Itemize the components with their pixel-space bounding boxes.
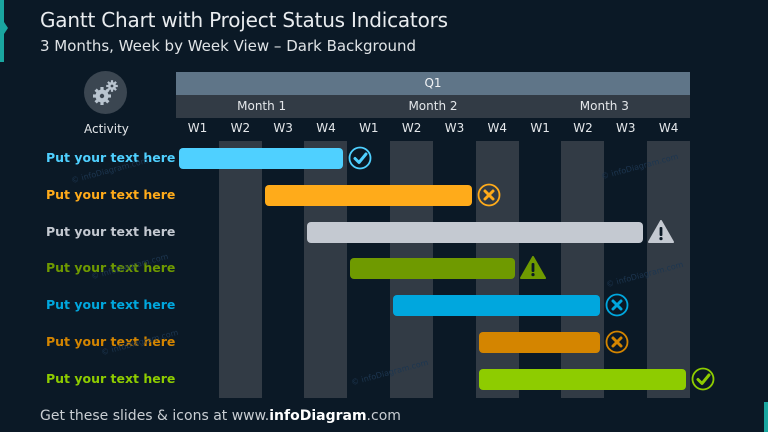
footer-credit: Get these slides & icons at www.infoDiag…: [40, 408, 401, 424]
week-stripe: [647, 141, 691, 398]
task-bar[interactable]: [307, 221, 644, 243]
accent-marker-left: [0, 0, 8, 62]
gears-icon: [84, 71, 127, 114]
task-bar[interactable]: [179, 148, 344, 169]
activity-label: Put your text here: [46, 370, 176, 386]
week-label: W1: [530, 121, 550, 135]
activity-label: Put your text here: [46, 150, 176, 165]
week-label: W3: [616, 121, 636, 135]
task-bar[interactable]: [478, 332, 601, 353]
week-label: W3: [444, 121, 465, 135]
week-label: W2: [401, 121, 422, 135]
warning-triangle-icon: [519, 256, 546, 280]
cross-circle-icon: [605, 330, 629, 354]
activity-label: Put your text here: [46, 260, 176, 276]
warning-triangle-icon: [648, 219, 675, 244]
week-label: W2: [230, 121, 251, 135]
brand-name: infoDiagram: [269, 408, 367, 424]
activity-header: Activity: [84, 122, 129, 136]
activity-label: Put your text here: [46, 223, 176, 239]
week-label: W1: [187, 121, 208, 135]
page-title: Gantt Chart with Project Status Indicato…: [40, 8, 448, 32]
month-header: Month 1 Month 2 Month 3: [176, 95, 690, 118]
cross-circle-icon: [477, 183, 501, 207]
accent-marker-right: [764, 402, 768, 432]
task-bar[interactable]: [264, 184, 472, 206]
task-bar[interactable]: [478, 368, 686, 390]
check-circle-icon: [691, 367, 715, 391]
week-label: W4: [658, 121, 679, 135]
week-stripe: [304, 141, 348, 398]
week-stripe: [218, 141, 262, 398]
week-label: W3: [273, 121, 293, 135]
page-subtitle: 3 Months, Week by Week View – Dark Backg…: [40, 37, 417, 55]
week-label: W4: [487, 121, 508, 135]
activity-label: Put your text here: [46, 297, 176, 313]
month-label: Month 2: [408, 99, 458, 113]
task-bar[interactable]: [350, 258, 515, 280]
activity-label: Put your text here: [46, 186, 176, 202]
week-label: W1: [359, 121, 379, 135]
month-label: Month 3: [579, 99, 629, 113]
task-bar[interactable]: [393, 295, 601, 317]
week-label: W2: [573, 121, 593, 135]
cross-circle-icon: [605, 293, 629, 317]
activity-label: Put your text here: [46, 334, 176, 349]
week-label: W4: [316, 121, 336, 135]
month-label: Month 1: [237, 99, 287, 113]
week-stripe: [561, 141, 605, 398]
quarter-header: Q1: [176, 72, 690, 95]
check-circle-icon: [348, 146, 372, 170]
